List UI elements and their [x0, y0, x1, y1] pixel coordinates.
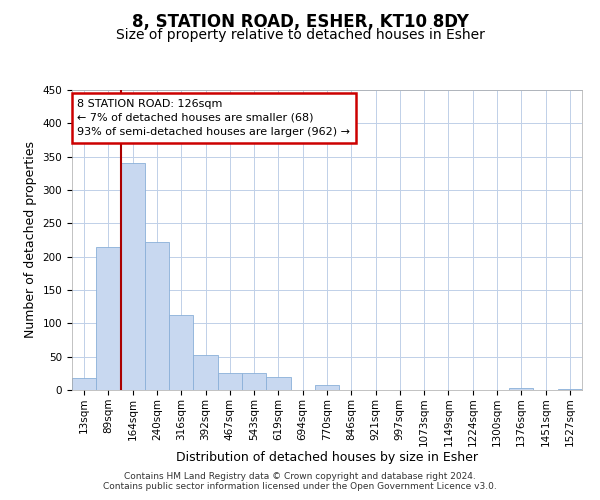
Text: 8, STATION ROAD, ESHER, KT10 8DY: 8, STATION ROAD, ESHER, KT10 8DY [131, 12, 469, 30]
Text: Contains public sector information licensed under the Open Government Licence v3: Contains public sector information licen… [103, 482, 497, 491]
Bar [558, 388, 582, 390]
Text: 8 STATION ROAD: 126sqm
← 7% of detached houses are smaller (68)
93% of semi-deta: 8 STATION ROAD: 126sqm ← 7% of detached … [77, 99, 350, 137]
Y-axis label: Number of detached properties: Number of detached properties [24, 142, 37, 338]
Text: Contains HM Land Registry data © Crown copyright and database right 2024.: Contains HM Land Registry data © Crown c… [124, 472, 476, 481]
Bar [193, 354, 218, 390]
Bar [315, 384, 339, 390]
Text: Size of property relative to detached houses in Esher: Size of property relative to detached ho… [116, 28, 484, 42]
Bar [218, 372, 242, 390]
Bar [145, 242, 169, 390]
Bar [121, 164, 145, 390]
X-axis label: Distribution of detached houses by size in Esher: Distribution of detached houses by size … [176, 450, 478, 464]
Bar [242, 374, 266, 390]
Bar [72, 378, 96, 390]
Bar [96, 246, 121, 390]
Bar [266, 376, 290, 390]
Bar [509, 388, 533, 390]
Bar [169, 314, 193, 390]
